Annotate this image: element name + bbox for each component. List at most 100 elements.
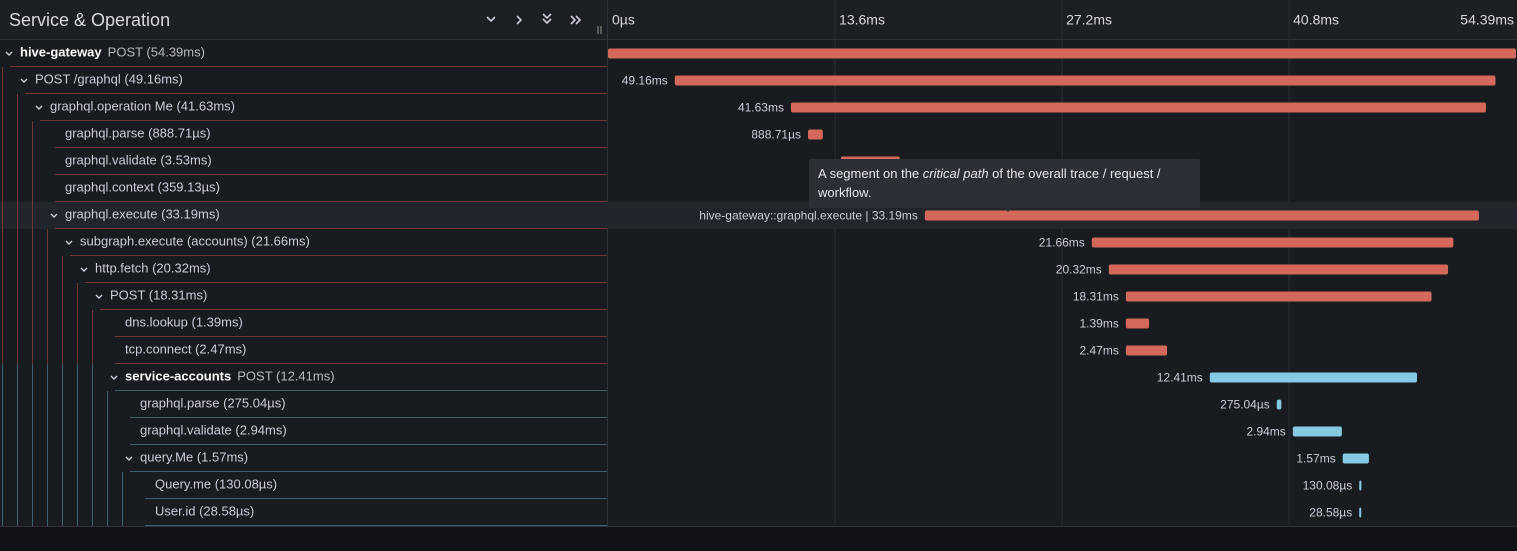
time-tick-label: 40.8ms (1293, 12, 1339, 28)
duration-label: 21.66ms (1039, 236, 1085, 250)
operation-name: Query.me (130.08µs) (155, 477, 277, 492)
expand-toggle[interactable] (125, 456, 133, 461)
expand-toggle[interactable] (95, 294, 103, 299)
tooltip-text: of the overall trace / request / workflo… (818, 166, 1161, 200)
span-bar[interactable] (1125, 345, 1168, 356)
span-label[interactable]: subgraph.execute (accounts) (21.66ms) (80, 234, 310, 249)
operation-name: graphql.validate (3.53ms) (65, 153, 212, 168)
operation-name: POST (54.39ms) (108, 45, 205, 60)
span-bar[interactable] (1125, 291, 1432, 302)
span-bar[interactable] (807, 129, 823, 140)
service-name: service-accounts (125, 369, 231, 384)
operation-name: query.Me (1.57ms) (140, 450, 248, 465)
duration-label: 275.04µs (1220, 398, 1270, 412)
span-label[interactable]: graphql.validate (2.94ms) (140, 423, 287, 438)
operation-name: graphql.validate (2.94ms) (140, 423, 287, 438)
span-bar[interactable] (1292, 426, 1342, 437)
span-bar[interactable] (1091, 237, 1454, 248)
service-name: hive-gateway (20, 45, 102, 60)
duration-label: 41.63ms (738, 101, 784, 115)
span-bar[interactable] (1359, 480, 1362, 491)
operation-name: User.id (28.58µs) (155, 504, 254, 519)
duration-label: 130.08µs (1303, 479, 1353, 493)
duration-label: 2.94ms (1246, 425, 1285, 439)
duration-label: 2.47ms (1079, 344, 1118, 358)
operation-name: graphql.operation Me (41.63ms) (50, 99, 235, 114)
collapse-all[interactable] (570, 15, 582, 25)
span-label[interactable]: graphql.parse (888.71µs) (65, 126, 211, 141)
span-label[interactable]: graphql.execute (33.19ms) (65, 207, 220, 222)
header-title: Service & Operation (9, 10, 170, 30)
duration-label: 49.16ms (622, 74, 668, 88)
tooltip-emphasis: critical path (922, 166, 989, 181)
span-label[interactable]: graphql.context (359.13µs) (65, 180, 220, 195)
time-tick-label: 54.39ms (1460, 12, 1514, 28)
time-tick-label: 0µs (612, 12, 635, 28)
tooltip-arrow (1003, 207, 1013, 212)
expand-one[interactable] (486, 16, 496, 23)
operation-name: graphql.parse (275.04µs) (140, 396, 286, 411)
span-bar[interactable] (924, 210, 1479, 221)
expand-all[interactable] (542, 13, 552, 25)
span-bar[interactable] (674, 75, 1496, 86)
operation-name: http.fetch (20.32ms) (95, 261, 211, 276)
span-bar[interactable] (1342, 453, 1369, 464)
time-tick-label: 27.2ms (1066, 12, 1112, 28)
span-label[interactable]: hive-gateway POST (54.39ms) (20, 45, 205, 60)
span-label[interactable]: tcp.connect (2.47ms) (125, 342, 246, 357)
operation-name: tcp.connect (2.47ms) (125, 342, 246, 357)
expand-toggle[interactable] (65, 240, 73, 245)
span-label[interactable]: User.id (28.58µs) (155, 504, 254, 519)
span-bar[interactable] (1276, 399, 1282, 410)
expand-toggle[interactable] (35, 105, 43, 110)
footer (0, 526, 1517, 551)
operation-name: POST /graphql (49.16ms) (35, 72, 183, 87)
time-tick-label: 13.6ms (839, 12, 885, 28)
duration-label: 1.39ms (1079, 317, 1118, 331)
span-label[interactable]: service-accounts POST (12.41ms) (125, 369, 335, 384)
operation-name: graphql.execute (33.19ms) (65, 207, 220, 222)
span-label[interactable]: http.fetch (20.32ms) (95, 261, 211, 276)
span-label[interactable]: graphql.parse (275.04µs) (140, 396, 286, 411)
operation-name: dns.lookup (1.39ms) (125, 315, 243, 330)
duration-label: 28.58µs (1309, 506, 1352, 520)
span-label[interactable]: graphql.validate (3.53ms) (65, 153, 212, 168)
header-bg (0, 0, 1517, 40)
span-label[interactable]: POST /graphql (49.16ms) (35, 72, 183, 87)
duration-label: 18.31ms (1073, 290, 1119, 304)
resizer[interactable] (597, 26, 602, 34)
expand-toggle[interactable] (50, 213, 58, 218)
expand-toggle[interactable] (80, 267, 88, 272)
collapse-one[interactable] (516, 15, 523, 25)
duration-label: 888.71µs (751, 128, 801, 142)
operation-name: POST (18.31ms) (110, 288, 207, 303)
span-bar[interactable] (1359, 507, 1362, 518)
operation-name: graphql.context (359.13µs) (65, 180, 220, 195)
duration-label: 12.41ms (1157, 371, 1203, 385)
expand-toggle[interactable] (5, 51, 13, 56)
span-bar[interactable] (1108, 264, 1449, 275)
span-label[interactable]: graphql.operation Me (41.63ms) (50, 99, 235, 114)
header-controls[interactable] (486, 13, 582, 25)
operation-name: POST (12.41ms) (237, 369, 334, 384)
tooltip: A segment on the critical path of the ov… (809, 159, 1200, 208)
span-bar[interactable] (790, 102, 1486, 113)
grid (834, 0, 1290, 526)
tooltip-text: A segment on the (818, 166, 923, 181)
duration-label: 20.32ms (1056, 263, 1102, 277)
span-bar[interactable] (1125, 318, 1150, 329)
span-label[interactable]: query.Me (1.57ms) (140, 450, 248, 465)
span-label[interactable]: dns.lookup (1.39ms) (125, 315, 243, 330)
duration-label: hive-gateway::graphql.execute | 33.19ms (699, 209, 918, 223)
expand-toggle[interactable] (110, 375, 118, 380)
span-label[interactable]: POST (18.31ms) (110, 288, 207, 303)
operation-name: graphql.parse (888.71µs) (65, 126, 211, 141)
span-label[interactable]: Query.me (130.08µs) (155, 477, 277, 492)
duration-label: 1.57ms (1296, 452, 1335, 466)
span-bar[interactable] (1209, 372, 1418, 383)
expand-toggle[interactable] (20, 78, 28, 83)
span-bar[interactable] (608, 48, 1516, 59)
operation-name: subgraph.execute (accounts) (21.66ms) (80, 234, 310, 249)
